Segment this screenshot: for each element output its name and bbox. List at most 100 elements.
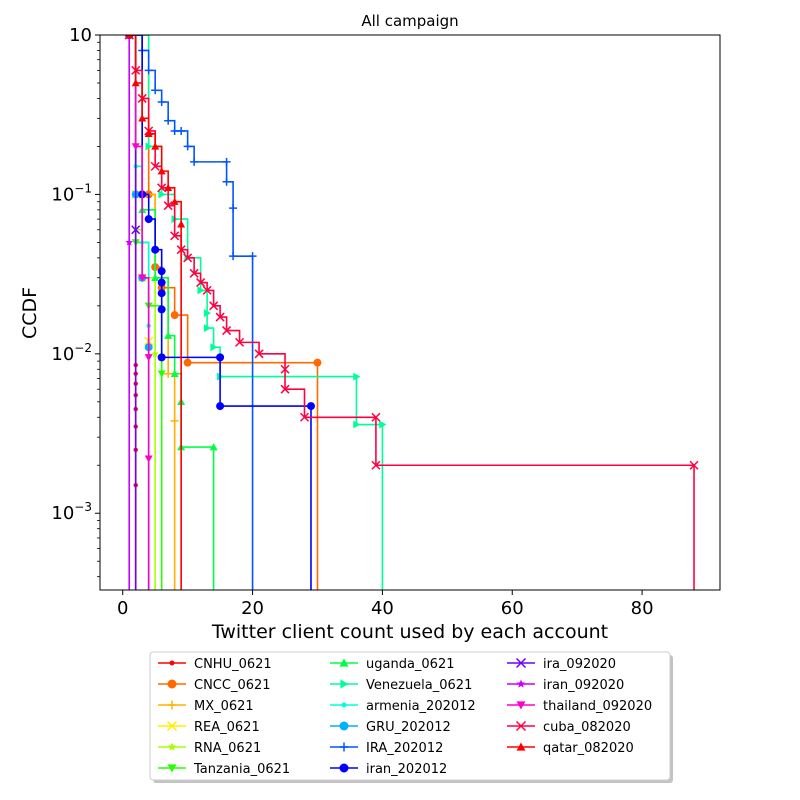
data-point-CNCC_0621-5: [183, 358, 192, 367]
data-point-Venezuela_0621-2: [158, 190, 166, 199]
data-point-IRA_202012-9: [190, 157, 199, 166]
legend-marker: [515, 657, 527, 669]
legend-item-qatar_082020: qatar_082020: [507, 741, 634, 756]
legend-label: uganda_0621: [366, 657, 455, 672]
legend-marker: [516, 679, 526, 688]
data-point-qatar_082020-3: [144, 129, 153, 138]
legend-label: CNHU_0621: [194, 657, 272, 672]
data-point-IRA_202012-5: [164, 116, 173, 125]
data-point-IRA_202012-3: [151, 86, 160, 95]
data-point-iran_202012-10: [216, 402, 225, 411]
legend-label: GRU_202012: [366, 720, 451, 735]
data-point-IRA_202012-2: [144, 66, 153, 75]
series-layer: [124, 35, 699, 590]
legend-item-CNCC_0621: CNCC_0621: [158, 678, 271, 693]
legend-label: IRA_202012: [366, 741, 443, 756]
legend-marker: [339, 763, 349, 773]
data-point-qatar_082020-8: [177, 220, 186, 228]
series-line-Venezuela_0621: [129, 35, 384, 590]
data-point-cuba_082020-7: [170, 231, 180, 241]
data-point-cuba_082020-19: [280, 384, 290, 394]
data-point-iran_202012-8: [157, 353, 166, 362]
data-point-iran_202012-11: [306, 402, 315, 411]
legend-label: iran_202012: [366, 762, 447, 777]
data-point-cuba_082020-12: [202, 285, 212, 295]
data-point-MX_0621-3: [164, 369, 173, 378]
data-point-Venezuela_0621-7: [203, 324, 212, 333]
data-point-cuba_082020-6: [163, 201, 173, 211]
x-tick-label: 20: [241, 598, 264, 619]
series-armenia_202012: [127, 35, 151, 590]
legend-item-iran_092020: iran_092020: [507, 678, 624, 693]
legend-label: cuba_082020: [543, 720, 631, 735]
data-point-cuba_082020-15: [222, 326, 232, 336]
legend-marker: [340, 679, 349, 689]
data-point-cuba_082020-23: [689, 460, 699, 470]
series-line-CNCC_0621: [129, 35, 319, 590]
chart-title: All campaign: [361, 12, 458, 30]
legend-marker: [339, 721, 349, 731]
legend-label: armenia_202012: [366, 699, 476, 714]
data-point-qatar_082020-5: [157, 167, 166, 175]
data-point-cuba_082020-21: [371, 412, 381, 422]
legend-label: CNCC_0621: [194, 678, 271, 693]
legend-marker: [167, 742, 177, 751]
legend-marker: [341, 702, 347, 708]
legend-label: MX_0621: [194, 699, 254, 714]
legend-item-armenia_202012: armenia_202012: [330, 699, 476, 714]
legend-item-Tanzania_0621: Tanzania_0621: [158, 762, 290, 777]
data-point-cuba_082020-20: [299, 412, 310, 422]
data-point-qatar_082020-1: [131, 78, 140, 87]
data-point-IRA_202012-4: [157, 97, 166, 106]
legend-marker: [339, 658, 349, 667]
data-point-qatar_082020-0: [125, 35, 134, 39]
legend-item-uganda_0621: uganda_0621: [330, 657, 455, 672]
data-point-cuba_082020-13: [209, 301, 219, 311]
legend-item-thailand_092020: thailand_092020: [507, 699, 652, 714]
data-point-iran_202012-4: [157, 267, 166, 276]
data-point-CNCC_0621-4: [170, 311, 179, 320]
data-point-thailand_092020-3: [144, 354, 153, 362]
data-point-Venezuela_0621-6: [203, 309, 212, 318]
series-iran_092020: [125, 35, 134, 590]
series-line-CNHU_0621: [129, 35, 137, 590]
data-point-thailand_092020-4: [144, 455, 153, 463]
data-point-cuba_082020-5: [157, 183, 167, 193]
data-point-uganda_0621-7: [209, 443, 218, 451]
series-IRA_202012: [125, 35, 257, 590]
legend-marker: [515, 720, 527, 732]
data-point-iran_202012-9: [216, 353, 225, 362]
data-point-uganda_0621-2: [151, 273, 160, 281]
data-point-IRA_202012-8: [183, 142, 192, 151]
data-point-cuba_082020-9: [183, 253, 193, 263]
data-point-iran_202012-6: [157, 289, 166, 298]
data-point-ira_092020-1: [131, 225, 141, 235]
data-point-iran_092020-1: [125, 238, 134, 246]
x-tick-label: 80: [631, 598, 654, 619]
legend-label: qatar_082020: [543, 741, 634, 756]
legend-marker: [167, 764, 177, 773]
legend-label: thailand_092020: [543, 699, 652, 714]
data-point-iran_202012-2: [144, 215, 153, 224]
data-point-thailand_092020-1: [131, 143, 140, 151]
series-line-ira_092020: [129, 35, 137, 590]
y-tick-label: 10: [69, 25, 92, 46]
x-axis-label: Twitter client count used by each accoun…: [211, 621, 608, 643]
data-point-iran_202012-3: [151, 245, 160, 254]
series-uganda_0621: [125, 35, 218, 590]
data-point-Tanzania_0621-3: [157, 370, 166, 378]
legend-item-cuba_082020: cuba_082020: [507, 720, 631, 735]
legend-marker: [167, 679, 177, 689]
legend-item-IRA_202012: IRA_202012: [330, 741, 443, 756]
legend-item-Venezuela_0621: Venezuela_0621: [330, 678, 472, 693]
data-point-CNCC_0621-6: [313, 358, 322, 367]
data-point-RNA_0621-3: [151, 349, 159, 358]
legend-marker: [516, 701, 526, 710]
data-point-Venezuela_0621-5: [197, 286, 205, 295]
x-tick-label: 40: [371, 598, 394, 619]
x-tick-label: 60: [501, 598, 524, 619]
series-iran_202012: [125, 35, 315, 590]
y-tick-label: 10−3: [51, 500, 92, 524]
data-point-Venezuela_0621-10: [353, 372, 361, 381]
